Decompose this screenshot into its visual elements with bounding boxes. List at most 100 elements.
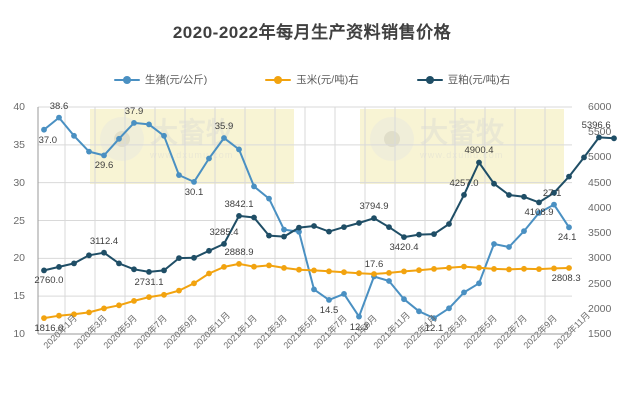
y-tick-right: 5500 bbox=[588, 126, 612, 139]
data-point bbox=[431, 315, 437, 321]
data-point bbox=[221, 135, 227, 141]
data-point bbox=[461, 263, 467, 270]
data-point bbox=[56, 114, 62, 121]
y-tick-right: 2500 bbox=[588, 277, 612, 290]
data-point bbox=[116, 260, 122, 267]
data-point bbox=[506, 244, 512, 250]
data-label: 17.6 bbox=[364, 259, 384, 271]
data-point bbox=[251, 263, 257, 270]
data-point bbox=[206, 155, 212, 162]
legend-marker-corn bbox=[265, 75, 292, 85]
data-point bbox=[356, 313, 362, 320]
data-point bbox=[461, 289, 467, 296]
chart-legend: 生猪(元/公斤) 玉米(元/吨)右 豆粕(元/吨)右 bbox=[0, 72, 624, 87]
data-point bbox=[521, 193, 527, 200]
data-label: 5396.6 bbox=[581, 120, 611, 132]
data-point bbox=[506, 192, 512, 198]
data-point bbox=[86, 252, 92, 259]
data-point bbox=[461, 192, 467, 198]
y-tick-right: 6000 bbox=[588, 101, 612, 113]
y-tick-left: 10 bbox=[13, 328, 25, 340]
data-label: 24.1 bbox=[557, 232, 577, 244]
data-point bbox=[596, 134, 602, 141]
data-point bbox=[191, 280, 197, 287]
data-label: 2760.0 bbox=[34, 275, 64, 287]
series-line-pig bbox=[43, 116, 570, 320]
data-point bbox=[371, 271, 377, 277]
data-label: 3285.4 bbox=[209, 226, 239, 238]
y-tick-right: 4000 bbox=[588, 201, 612, 214]
y-tick-right: 4500 bbox=[588, 176, 612, 189]
legend-item-soymeal[interactable]: 豆粕(元/吨)右 bbox=[416, 72, 511, 87]
data-label: 37.9 bbox=[124, 105, 144, 117]
data-point bbox=[431, 231, 437, 237]
data-point bbox=[86, 309, 92, 316]
data-point bbox=[41, 315, 47, 321]
data-point bbox=[551, 265, 557, 272]
data-point bbox=[521, 265, 527, 272]
y-tick-right: 3500 bbox=[588, 227, 612, 240]
data-point bbox=[446, 221, 452, 227]
legend-marker-soymeal bbox=[416, 75, 443, 85]
data-point bbox=[221, 241, 227, 247]
data-point bbox=[371, 215, 377, 222]
y-tick-right: 5000 bbox=[588, 151, 612, 164]
series-soymeal bbox=[41, 134, 617, 275]
data-label: 4257.0 bbox=[449, 177, 479, 189]
data-label: 4108.9 bbox=[524, 207, 554, 219]
data-point bbox=[101, 249, 107, 256]
data-point bbox=[101, 305, 107, 312]
data-point bbox=[281, 265, 287, 271]
data-label: 14.5 bbox=[319, 304, 339, 316]
data-point bbox=[341, 291, 347, 297]
data-point bbox=[41, 267, 47, 274]
data-point bbox=[536, 210, 542, 216]
data-point bbox=[521, 228, 527, 234]
data-point bbox=[41, 126, 47, 133]
data-point bbox=[566, 265, 572, 271]
legend-item-pig[interactable]: 生猪(元/公斤) bbox=[113, 72, 208, 87]
data-point bbox=[311, 267, 317, 274]
series-pig bbox=[41, 114, 572, 321]
data-point bbox=[206, 270, 212, 277]
data-point bbox=[221, 264, 227, 270]
data-label: 35.9 bbox=[214, 121, 234, 133]
data-point bbox=[236, 213, 242, 219]
data-point bbox=[236, 261, 242, 267]
data-point bbox=[146, 269, 152, 275]
legend-label: 生猪(元/公斤) bbox=[144, 74, 208, 86]
data-point bbox=[161, 267, 167, 274]
data-point bbox=[161, 291, 167, 298]
data-point bbox=[236, 146, 242, 153]
data-point bbox=[386, 224, 392, 230]
data-point bbox=[296, 228, 302, 235]
y-tick-right: 1500 bbox=[588, 328, 612, 340]
data-point bbox=[356, 220, 362, 226]
data-point bbox=[341, 269, 347, 276]
chart-title: 2020-2022年每月生产资料销售价格 bbox=[172, 23, 452, 42]
data-label: 1816.0 bbox=[34, 323, 64, 335]
data-point bbox=[296, 224, 302, 231]
y-tick-left: 15 bbox=[13, 290, 25, 303]
data-point bbox=[86, 148, 92, 155]
legend-label: 豆粕(元/吨)右 bbox=[447, 74, 511, 86]
data-point bbox=[71, 260, 77, 267]
data-point bbox=[416, 308, 422, 315]
data-point bbox=[476, 159, 482, 166]
data-point bbox=[536, 266, 542, 272]
data-point bbox=[311, 286, 317, 293]
data-point bbox=[491, 266, 497, 272]
data-point bbox=[251, 183, 257, 190]
legend-item-corn[interactable]: 玉米(元/吨)右 bbox=[265, 72, 359, 87]
data-point bbox=[146, 294, 152, 300]
data-label: 12.1 bbox=[424, 323, 444, 335]
data-point bbox=[131, 298, 137, 304]
data-point bbox=[401, 234, 407, 240]
legend-marker-pig bbox=[113, 75, 140, 85]
x-axis-labels: 2020年1月 2020年3月 2020年5月 2020年7月 2020年9月 2020年… bbox=[0, 310, 624, 406]
data-point bbox=[191, 179, 197, 185]
data-point bbox=[581, 154, 587, 161]
data-point bbox=[416, 267, 422, 274]
data-point bbox=[146, 121, 152, 128]
